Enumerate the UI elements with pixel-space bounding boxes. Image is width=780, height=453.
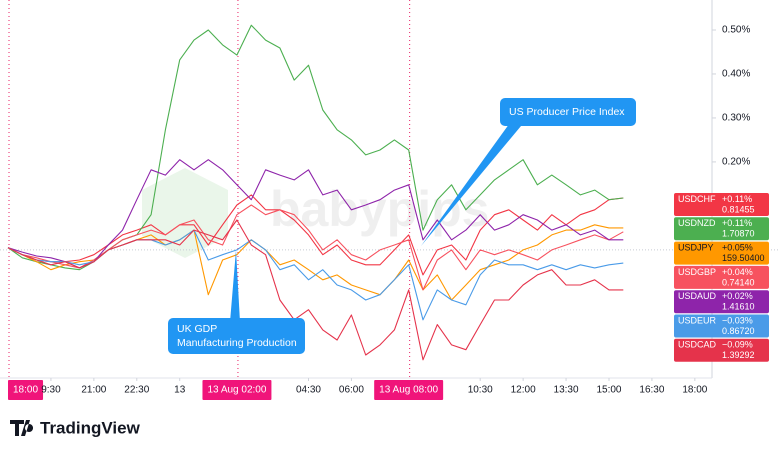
x-tick-box <box>374 380 444 400</box>
x-tick-label: 15:00 <box>596 385 621 396</box>
brand: TradingView <box>10 418 141 437</box>
legend-name: USDCHF <box>678 194 716 204</box>
legend-price: 0.74140 <box>722 277 755 287</box>
series-line <box>7 204 624 291</box>
callout-pointer <box>230 250 240 322</box>
x-tick-highlight: 18:00 <box>8 380 44 400</box>
y-tick-label: 0.50% <box>722 25 750 36</box>
brand-name: TradingView <box>40 418 141 437</box>
series-line <box>7 229 624 321</box>
x-tick-label: 10:30 <box>468 385 493 396</box>
legend-change: +0.05% <box>722 242 753 252</box>
callout-box <box>168 318 305 354</box>
legend-change: +0.11% <box>722 194 752 204</box>
legend-change: +0.11% <box>722 218 752 228</box>
legend-price: 1.39292 <box>722 350 755 360</box>
x-tick-label: 04:30 <box>296 385 321 396</box>
x-tick-label: 06:00 <box>339 385 364 396</box>
x-tick-label: 22:30 <box>124 385 149 396</box>
legend-name: USDAUD <box>678 291 717 301</box>
legend-badge <box>674 193 769 216</box>
x-tick-label: 18:00 <box>682 385 707 396</box>
callout-text: UK GDP <box>177 323 217 335</box>
x-tick-label: 12:00 <box>511 385 536 396</box>
legend-price: 0.86720 <box>722 326 755 336</box>
legend-name: USDCAD <box>678 340 717 350</box>
legend-price: 1.41610 <box>722 302 755 312</box>
x-tick-label: 13:30 <box>554 385 579 396</box>
x-tick-label: 13 Aug 02:00 <box>207 385 266 396</box>
legend-name: USDNZD <box>678 218 716 228</box>
legend-badge <box>674 338 769 362</box>
watermark-logo <box>142 168 228 258</box>
x-tick-label: 18:00 <box>13 385 38 396</box>
x-tick-box <box>202 380 272 400</box>
callout-box <box>500 98 636 126</box>
legend-badge <box>674 217 769 241</box>
legend-badge <box>674 265 769 289</box>
brand-logo <box>10 420 34 436</box>
x-tick-label: 13 Aug 08:00 <box>379 385 438 396</box>
y-tick-label: 0.30% <box>722 113 750 124</box>
callout-pointer <box>421 120 526 246</box>
x-tick-highlight: 13 Aug 02:00 <box>202 380 272 400</box>
x-tick-label: 13 <box>174 385 186 396</box>
legend-badge <box>674 314 769 338</box>
legend-price: 0.81455 <box>722 204 755 214</box>
x-tick-label: 9:30 <box>41 385 61 396</box>
y-tick-label: 0.40% <box>722 69 750 80</box>
callout-text: Manufacturing Production <box>177 337 297 349</box>
lines <box>0 0 780 378</box>
legend-name: USDEUR <box>678 315 717 325</box>
legend-name: USDJPY <box>678 242 714 252</box>
legend-change: −0.09% <box>722 340 753 350</box>
legend-name: USDGBP <box>678 267 716 277</box>
x-tick-label: 16:30 <box>639 385 664 396</box>
x-tick-highlight: 13 Aug 08:00 <box>374 380 444 400</box>
series-line <box>7 159 624 269</box>
legend-price: 1.70870 <box>722 229 755 239</box>
legend-badge <box>674 290 769 314</box>
x-tick-box <box>8 380 44 400</box>
legend-change: +0.04% <box>722 267 753 277</box>
legend-change: −0.03% <box>722 315 753 325</box>
series-line <box>7 194 624 276</box>
y-tick-label: 0.20% <box>722 157 750 168</box>
legend-change: +0.02% <box>722 291 753 301</box>
legend-price: 159.50400 <box>722 253 765 263</box>
x-tick-label: 21:00 <box>81 385 106 396</box>
legend-badge <box>674 241 769 265</box>
callout-text: US Producer Price Index <box>509 106 625 118</box>
series-line <box>7 219 624 361</box>
